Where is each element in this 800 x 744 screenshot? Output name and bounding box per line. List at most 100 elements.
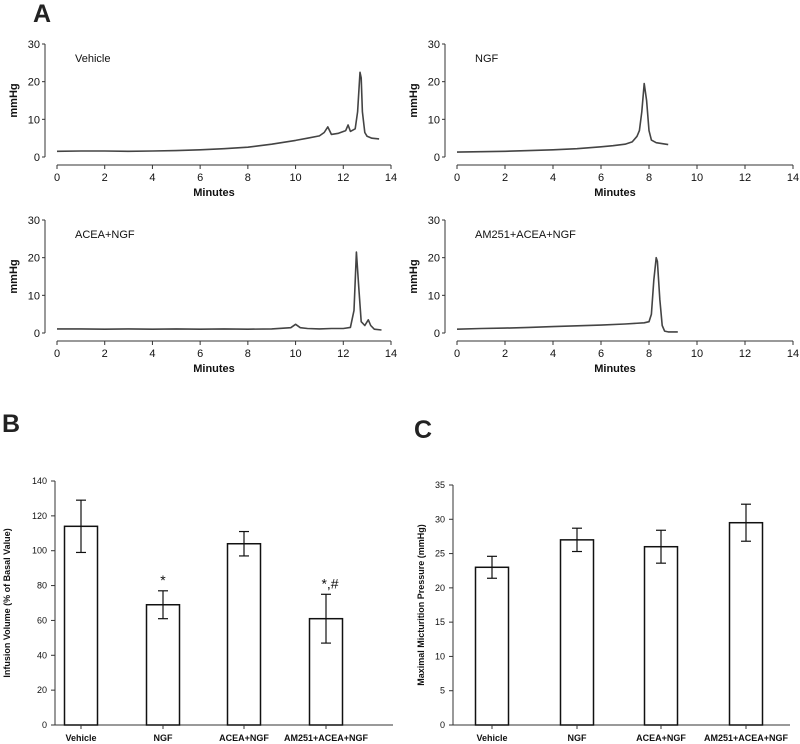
panel-label-a: A <box>33 0 51 28</box>
y-tick-label: 80 <box>37 581 47 591</box>
category-label: AM251+ACEA+NGF <box>704 733 789 743</box>
x-tick-label: 14 <box>385 172 397 184</box>
x-tick-label: 12 <box>739 172 751 184</box>
condition-label: AM251+ACEA+NGF <box>475 229 576 241</box>
x-tick-label: 8 <box>245 348 251 360</box>
y-tick-label: 10 <box>28 114 40 126</box>
category-label: ACEA+NGF <box>636 733 686 743</box>
bar-acea-ngf <box>226 542 262 726</box>
y-axis-label: Infusion Volume (% of Basal Value) <box>2 528 12 677</box>
x-tick-label: 10 <box>691 172 703 184</box>
y-tick-label: 0 <box>34 328 40 340</box>
bar-vehicle <box>474 566 510 726</box>
y-tick-label: 25 <box>435 549 445 559</box>
x-axis-label: Minutes <box>193 187 235 199</box>
y-axis-label: mmHg <box>8 259 20 293</box>
y-axis-label: mmHg <box>8 83 20 117</box>
x-tick-label: 14 <box>787 348 799 360</box>
x-tick-label: 2 <box>502 172 508 184</box>
y-tick-label: 100 <box>32 546 47 556</box>
y-tick-label: 30 <box>428 39 440 51</box>
x-tick-label: 10 <box>691 348 703 360</box>
y-tick-label: 0 <box>34 152 40 164</box>
y-tick-label: 20 <box>28 77 40 89</box>
x-tick-label: 14 <box>787 172 799 184</box>
category-label: ACEA+NGF <box>219 733 269 743</box>
y-tick-label: 5 <box>440 686 445 696</box>
y-tick-label: 30 <box>428 215 440 227</box>
x-tick-label: 10 <box>289 172 301 184</box>
x-tick-label: 12 <box>337 172 349 184</box>
x-tick-label: 4 <box>550 172 556 184</box>
y-tick-label: 0 <box>42 720 47 730</box>
pressure-trace-line <box>456 256 678 333</box>
bar-ngf <box>559 539 595 726</box>
category-label: Vehicle <box>476 733 507 743</box>
condition-label: Vehicle <box>75 53 110 65</box>
bar-acea-ngf <box>643 545 679 726</box>
bar-ngf <box>145 603 181 726</box>
y-tick-label: 0 <box>434 152 440 164</box>
trace-chart-ngf: 0 10 20 30 0 2 4 6 8 10 12 14 Minutes mmHg NGF <box>408 39 799 199</box>
trace-chart-am251-acea-ngf: 0 10 20 30 0 2 4 6 8 10 12 14 Minutes mmHg AM251+ACEA+… <box>408 215 799 375</box>
y-tick-label: 140 <box>32 476 47 486</box>
pressure-trace-line <box>456 82 669 153</box>
y-tick-label: 120 <box>32 511 47 521</box>
y-axis-label: Maximal Micturition Pressure (mmHg) <box>416 524 426 686</box>
category-label: Vehicle <box>65 733 96 743</box>
bar-vehicle <box>63 525 99 726</box>
y-tick-label: 60 <box>37 615 47 625</box>
y-tick-label: 30 <box>28 39 40 51</box>
x-tick-label: 8 <box>646 172 652 184</box>
x-tick-label: 2 <box>102 348 108 360</box>
y-tick-label: 10 <box>435 651 445 661</box>
category-label: NGF <box>154 733 174 743</box>
trace-chart-vehicle: 0 10 20 30 0 2 4 6 8 10 12 14 Minutes mmHg Vehicle <box>8 39 397 199</box>
bar-chart-infusion-volume: 0 20 40 60 80 100 120 140 Infusion Volume (% of … <box>2 476 393 743</box>
x-tick-label: 4 <box>149 348 155 360</box>
x-axis-label: Minutes <box>594 187 636 199</box>
panel-label-c: C <box>414 416 432 444</box>
x-axis-label: Minutes <box>193 363 235 375</box>
x-tick-label: 12 <box>337 348 349 360</box>
panel-label-b: B <box>2 410 20 438</box>
x-tick-label: 2 <box>102 172 108 184</box>
x-axis-label: Minutes <box>594 363 636 375</box>
y-tick-label: 10 <box>28 290 40 302</box>
x-tick-label: 8 <box>245 172 251 184</box>
trace-chart-acea-ngf: 0 10 20 30 0 2 4 6 8 10 12 14 Minutes mmHg ACEA+NGF <box>8 215 397 375</box>
significance-annotation: * <box>160 572 166 588</box>
x-tick-label: 6 <box>598 348 604 360</box>
y-tick-label: 10 <box>428 114 440 126</box>
y-tick-label: 20 <box>28 253 40 265</box>
y-tick-label: 20 <box>428 253 440 265</box>
category-label: AM251+ACEA+NGF <box>284 733 369 743</box>
x-tick-label: 8 <box>646 348 652 360</box>
bar-chart-micturition-pressure: 0 5 10 15 20 25 30 35 Maximal Micturition Pressu… <box>416 480 790 743</box>
y-tick-label: 15 <box>435 617 445 627</box>
x-tick-label: 4 <box>149 172 155 184</box>
y-tick-label: 30 <box>28 215 40 227</box>
y-tick-label: 35 <box>435 480 445 490</box>
y-tick-label: 0 <box>440 720 445 730</box>
pressure-trace-line <box>57 251 382 331</box>
condition-label: ACEA+NGF <box>75 229 135 241</box>
y-tick-label: 20 <box>37 685 47 695</box>
y-tick-label: 20 <box>435 583 445 593</box>
y-tick-label: 40 <box>37 650 47 660</box>
x-tick-label: 12 <box>739 348 751 360</box>
category-label: NGF <box>568 733 588 743</box>
x-tick-label: 0 <box>54 172 60 184</box>
x-tick-label: 14 <box>385 348 397 360</box>
y-tick-label: 10 <box>428 290 440 302</box>
x-tick-label: 0 <box>54 348 60 360</box>
x-tick-label: 0 <box>454 348 460 360</box>
x-tick-label: 0 <box>454 172 460 184</box>
y-tick-label: 0 <box>434 328 440 340</box>
x-tick-label: 2 <box>502 348 508 360</box>
bar-am251-acea-ngf <box>728 521 764 726</box>
x-tick-label: 6 <box>197 348 203 360</box>
y-tick-label: 30 <box>435 514 445 524</box>
pressure-trace-line <box>56 71 380 153</box>
